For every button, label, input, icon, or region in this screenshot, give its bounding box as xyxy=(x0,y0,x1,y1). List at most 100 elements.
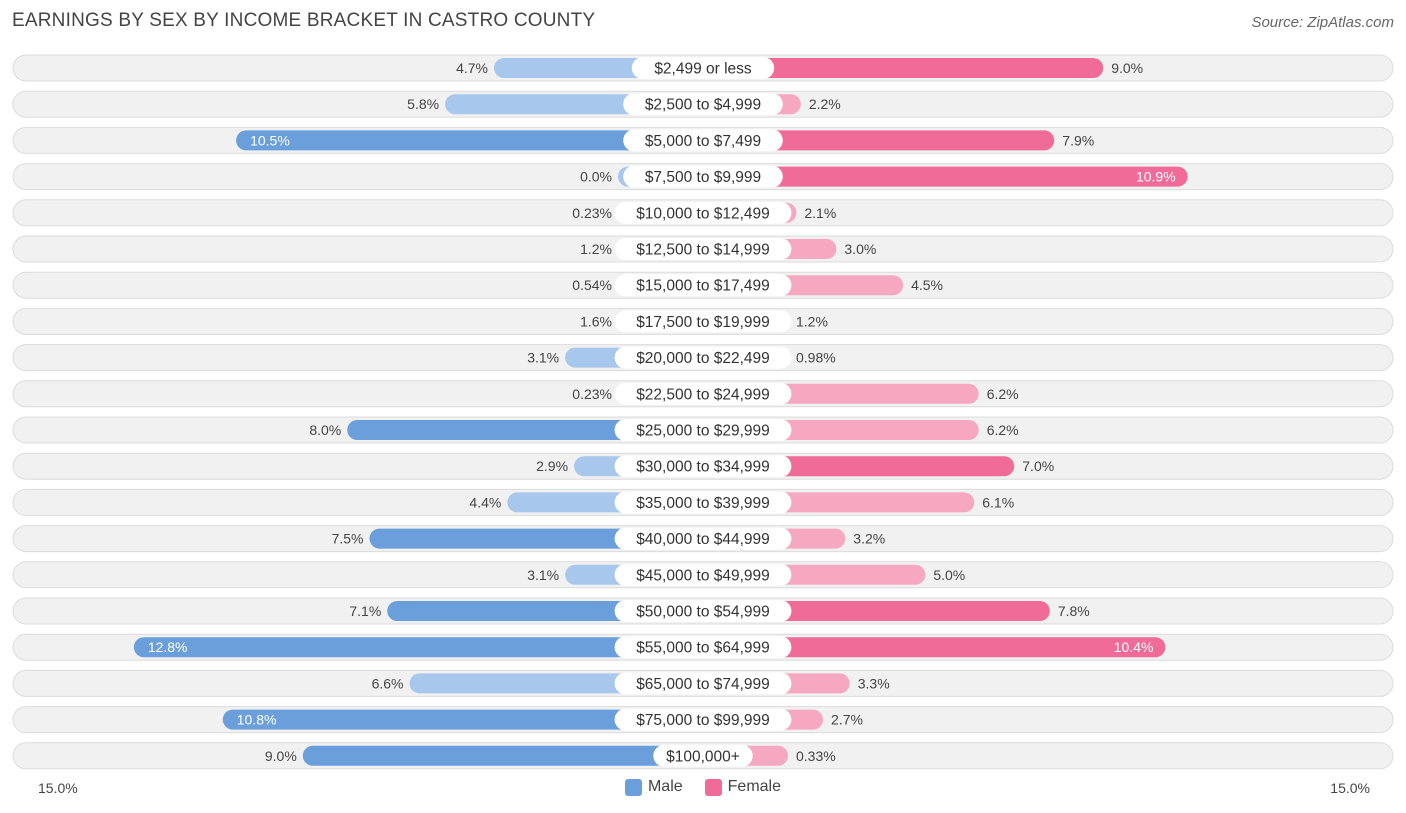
value-label-male: 12.8% xyxy=(148,639,188,655)
legend-swatch-female xyxy=(704,778,722,796)
value-label-male: 6.6% xyxy=(372,675,404,691)
category-pill xyxy=(614,419,792,441)
value-label-male: 0.23% xyxy=(572,205,612,221)
value-label-female: 3.3% xyxy=(858,675,890,691)
value-label-male: 7.5% xyxy=(332,531,364,547)
value-label-female: 6.2% xyxy=(987,422,1019,438)
value-label-male: 10.5% xyxy=(250,132,290,148)
value-label-male: 0.54% xyxy=(572,277,612,293)
category-label: $2,500 to $4,999 xyxy=(645,97,761,114)
value-label-female: 7.9% xyxy=(1062,132,1094,148)
bar-male[interactable] xyxy=(133,637,703,658)
legend-item-female[interactable]: Female xyxy=(704,778,782,796)
category-pill xyxy=(614,600,792,622)
category-pill xyxy=(614,238,792,260)
category-label: $2,499 or less xyxy=(654,61,752,78)
legend: Male Female xyxy=(0,778,1406,796)
value-label-female: 6.1% xyxy=(982,494,1014,510)
category-label: $65,000 to $74,999 xyxy=(636,676,770,693)
category-pill xyxy=(653,744,753,767)
category-pill xyxy=(614,708,792,731)
category-pill xyxy=(614,636,792,659)
axis-label-right: 15.0% xyxy=(1330,780,1370,796)
category-pill xyxy=(614,455,792,478)
legend-swatch-male xyxy=(624,778,642,796)
value-label-male: 9.0% xyxy=(265,748,297,764)
value-label-female: 2.2% xyxy=(809,96,841,112)
value-label-male: 2.9% xyxy=(536,458,568,474)
bar-male[interactable] xyxy=(222,709,703,730)
value-label-male: 5.8% xyxy=(407,96,439,112)
value-label-male: 3.1% xyxy=(527,350,559,366)
bar-female[interactable] xyxy=(703,637,1166,658)
category-pill xyxy=(623,165,783,188)
category-label: $5,000 to $7,499 xyxy=(645,133,761,150)
category-pill xyxy=(614,274,792,297)
category-label: $10,000 to $12,499 xyxy=(636,205,770,222)
value-label-female: 3.2% xyxy=(853,531,885,547)
category-label: $22,500 to $24,999 xyxy=(636,386,770,403)
value-label-female: 5.0% xyxy=(933,567,965,583)
bar-male[interactable] xyxy=(302,745,703,766)
value-label-male: 1.2% xyxy=(580,241,612,257)
category-pill xyxy=(614,672,792,695)
axis-label-left: 15.0% xyxy=(38,780,78,796)
value-label-female: 7.0% xyxy=(1022,458,1054,474)
value-label-male: 7.1% xyxy=(349,603,381,619)
value-label-male: 8.0% xyxy=(309,422,341,438)
category-label: $12,500 to $14,999 xyxy=(636,242,770,259)
category-label: $25,000 to $29,999 xyxy=(636,423,770,440)
bar-male[interactable] xyxy=(347,420,703,440)
value-label-female: 3.0% xyxy=(844,241,876,257)
category-pill xyxy=(614,491,792,514)
category-label: $100,000+ xyxy=(666,748,740,765)
category-pill xyxy=(614,310,792,333)
value-label-male: 3.1% xyxy=(527,567,559,583)
value-label-male: 0.23% xyxy=(572,386,612,402)
category-label: $45,000 to $49,999 xyxy=(636,567,770,584)
value-label-female: 4.5% xyxy=(911,277,943,293)
value-label-female: 10.9% xyxy=(1136,169,1176,185)
value-label-female: 0.33% xyxy=(796,748,836,764)
legend-label-male: Male xyxy=(647,778,683,795)
legend-label-female: Female xyxy=(727,778,782,795)
category-label: $17,500 to $19,999 xyxy=(636,314,770,331)
category-pill xyxy=(614,563,792,586)
category-label: $20,000 to $22,499 xyxy=(636,350,770,367)
bar-male[interactable] xyxy=(236,130,703,151)
source-credit: Source: ZipAtlas.com xyxy=(1251,14,1394,31)
category-pill xyxy=(614,346,792,369)
value-label-male: 0.0% xyxy=(580,169,612,185)
category-pill xyxy=(623,129,783,152)
value-label-female: 7.8% xyxy=(1058,603,1090,619)
value-label-female: 1.2% xyxy=(796,313,828,329)
category-label: $35,000 to $39,999 xyxy=(636,495,770,512)
category-pill xyxy=(614,201,792,224)
category-label: $40,000 to $44,999 xyxy=(636,531,770,548)
category-pill xyxy=(614,527,792,550)
bar-female[interactable] xyxy=(703,130,1055,151)
value-label-female: 10.4% xyxy=(1114,639,1154,655)
value-label-male: 4.7% xyxy=(456,60,488,76)
category-label: $55,000 to $64,999 xyxy=(636,640,770,657)
legend-item-male[interactable]: Male xyxy=(624,778,683,796)
chart-title: EARNINGS BY SEX BY INCOME BRACKET IN CAS… xyxy=(12,10,596,31)
category-label: $7,500 to $9,999 xyxy=(645,169,761,186)
value-label-female: 6.2% xyxy=(987,386,1019,402)
category-label: $30,000 to $34,999 xyxy=(636,459,770,476)
category-label: $50,000 to $54,999 xyxy=(636,604,770,621)
value-label-female: 2.7% xyxy=(831,712,863,728)
category-pill xyxy=(631,57,775,79)
category-label: $15,000 to $17,499 xyxy=(636,278,770,295)
value-label-male: 4.4% xyxy=(469,494,501,510)
category-pill xyxy=(623,93,783,116)
value-label-female: 2.1% xyxy=(804,205,836,221)
bar-female[interactable] xyxy=(703,166,1188,187)
bar-chart: $2,499 or less 4.7% 9.0% $2,500 to $4,999 5.… xyxy=(12,54,1394,770)
bar-female[interactable] xyxy=(703,58,1104,78)
category-pill xyxy=(614,382,792,405)
value-label-female: 9.0% xyxy=(1111,60,1143,76)
category-label: $75,000 to $99,999 xyxy=(636,712,770,729)
value-label-male: 10.8% xyxy=(237,712,277,728)
value-label-female: 0.98% xyxy=(796,350,836,366)
